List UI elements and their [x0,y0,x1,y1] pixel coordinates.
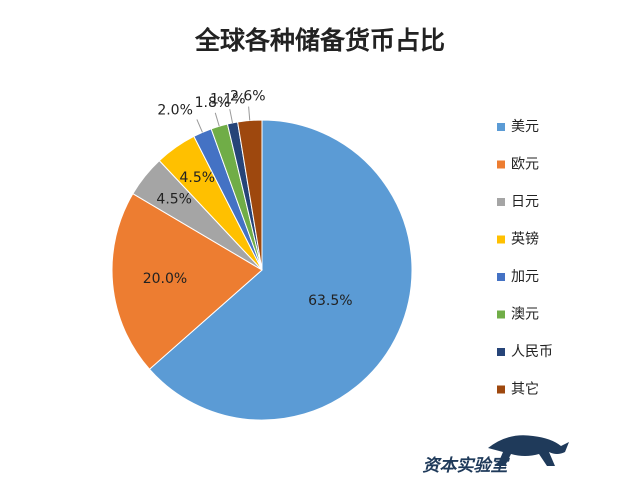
legend-swatch [497,310,505,319]
data-label: 2.0% [157,102,193,118]
legend-label: 澳元 [511,307,539,323]
data-label: 4.5% [156,192,192,208]
legend-swatch [497,198,505,206]
legend-swatch [497,235,505,244]
data-label: 1.1% [210,91,246,107]
data-label: 20.0% [143,271,187,287]
leader-line [196,119,203,133]
data-label: 4.5% [180,170,216,186]
legend-swatch [497,348,505,356]
legend-label: 欧元 [511,157,539,173]
legend-swatch [497,123,505,131]
legend-swatch [497,273,505,281]
chart-title: 全球各种储备货币占比 [194,26,445,55]
legend-label: 美元 [511,119,539,135]
watermark: 资本实验室 [423,456,511,476]
data-label: 1.8% [195,95,231,111]
leader-line [229,109,233,124]
leader-line [214,112,220,127]
data-label: 63.5% [308,293,352,309]
pie-slice [148,119,413,421]
data-label: 2.6% [230,89,266,105]
leader-line [248,106,251,121]
legend-swatch [497,385,505,394]
legend-label: 人民币 [511,344,553,360]
pie-slice [111,192,263,370]
watermark-logo [488,435,569,466]
legend-label: 日元 [511,194,539,210]
legend-label: 其它 [511,381,539,398]
legend-label: 加元 [511,269,539,285]
legend-label: 英镑 [511,231,539,248]
legend-swatch [497,160,505,169]
